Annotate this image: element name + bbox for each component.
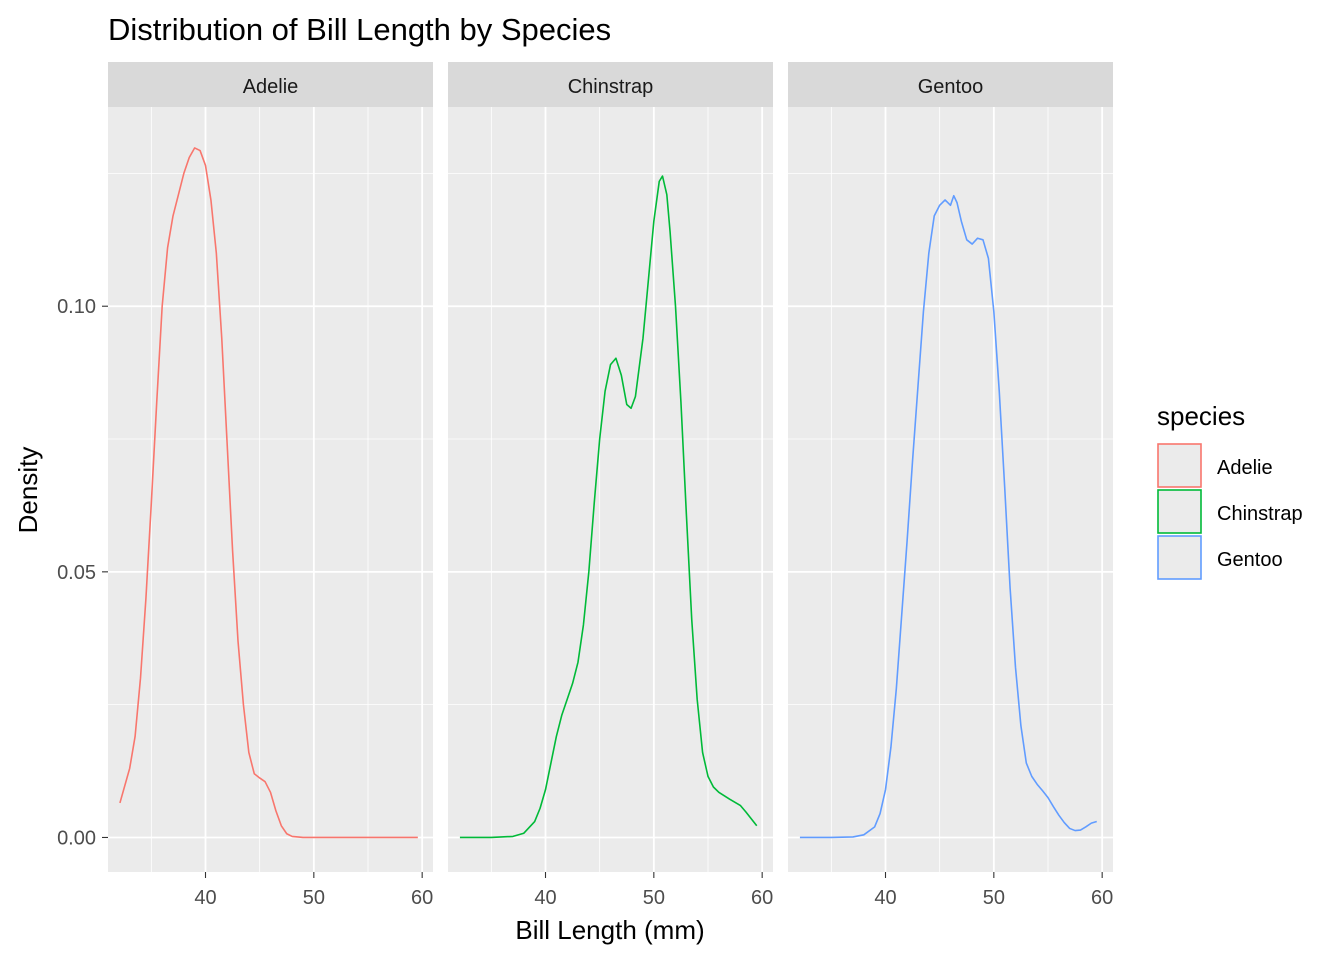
legend-label: Chinstrap <box>1217 503 1303 525</box>
facet-strip <box>788 62 1113 107</box>
facet-strip-label: Chinstrap <box>568 76 654 98</box>
panel-background <box>108 107 433 872</box>
legend-label: Adelie <box>1217 457 1273 479</box>
x-tick-label: 60 <box>1091 887 1113 909</box>
facet-strip-label: Adelie <box>243 76 299 98</box>
facet-panel: Gentoo 40 50 60 <box>788 62 1113 909</box>
y-axis: 0.00 0.05 0.10 <box>57 296 108 849</box>
facet-strip <box>448 62 773 107</box>
density-line-chinstrap <box>459 175 758 839</box>
legend-label: Gentoo <box>1217 549 1283 571</box>
x-tick-label: 40 <box>874 887 896 909</box>
legend: species Adelie Chinstrap Gentoo <box>1157 401 1303 580</box>
y-axis-title: Density <box>13 447 43 534</box>
y-tick-label: 0.05 <box>57 562 96 584</box>
y-tick-label: 0.00 <box>57 827 96 849</box>
legend-key-chinstrap <box>1157 489 1202 534</box>
legend-key-adelie <box>1157 443 1202 488</box>
facet-panels: Adelie 40 50 60 Chinstrap 40 50 60 Gentoo 40 50 60 <box>108 62 1113 909</box>
chart-title: Distribution of Bill Length by Species <box>108 12 611 47</box>
panel-background <box>788 107 1113 872</box>
facet-panel: Chinstrap 40 50 60 <box>448 62 773 909</box>
x-tick-label: 50 <box>643 887 665 909</box>
density-line-adelie <box>119 147 418 839</box>
facet-panel: Adelie 40 50 60 <box>108 62 433 909</box>
x-tick-label: 50 <box>303 887 325 909</box>
facet-strip-label: Gentoo <box>918 76 984 98</box>
legend-key-gentoo <box>1157 535 1202 580</box>
y-tick-label: 0.10 <box>57 296 96 318</box>
panel-background <box>448 107 773 872</box>
x-tick-label: 50 <box>983 887 1005 909</box>
x-axis-title: Bill Length (mm) <box>515 915 704 945</box>
legend-title: species <box>1157 401 1245 431</box>
x-tick-label: 60 <box>411 887 433 909</box>
facet-strip <box>108 62 433 107</box>
x-tick-label: 60 <box>751 887 773 909</box>
density-line-gentoo <box>799 194 1097 839</box>
x-tick-label: 40 <box>194 887 216 909</box>
x-tick-label: 40 <box>534 887 556 909</box>
